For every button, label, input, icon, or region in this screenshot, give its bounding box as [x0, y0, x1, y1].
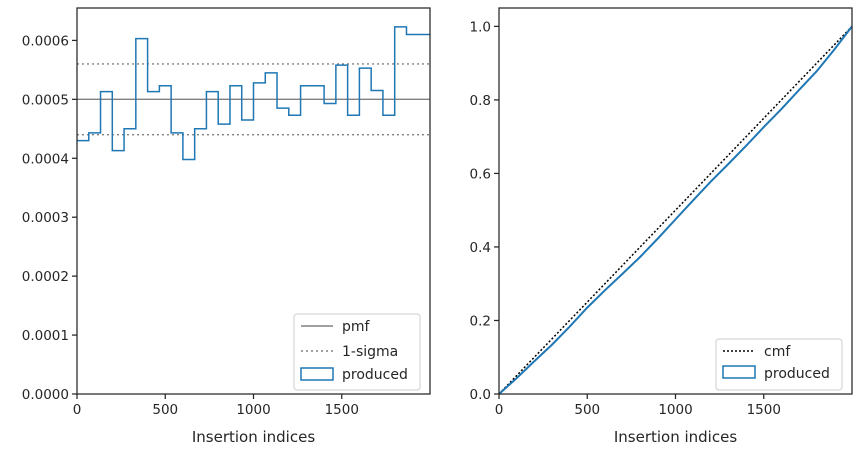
x-tick-label: 1000 [236, 402, 270, 418]
left-legend-box [293, 313, 421, 391]
right-plot-series [498, 25, 853, 395]
y-tick-label: 0.0001 [22, 328, 69, 344]
y-tick-label: 0.0 [470, 387, 491, 403]
y-tick-label: 1.0 [470, 19, 491, 35]
y-tick-label: 0.2 [470, 313, 491, 329]
y-tick-label: 0.0006 [22, 33, 69, 49]
produced-series [498, 25, 853, 395]
x-tick-label: 1500 [325, 402, 359, 418]
legend-produced-swatch [300, 367, 334, 381]
produced-series [77, 26, 430, 161]
y-tick-label: 0.0002 [22, 269, 69, 285]
legend-produced-swatch [722, 365, 756, 379]
right-x-ticks: 0 500 1000 1500 [495, 394, 781, 418]
cmf-series [498, 25, 853, 395]
y-tick-label: 0.4 [470, 240, 491, 256]
legend-pmf-label: pmf [342, 319, 371, 335]
x-tick-label: 1500 [747, 402, 781, 418]
left-legend: pmf 1-sigma produced [293, 313, 421, 391]
legend-produced-label: produced [342, 367, 408, 383]
left-axes-pmf: 0 500 1000 1500 0.00000.00010.00020.00030.0… [22, 7, 431, 446]
x-tick-label: 0 [495, 402, 504, 418]
legend-cmf-label: cmf [764, 344, 791, 360]
x-tick-label: 0 [73, 402, 82, 418]
y-tick-label: 0.6 [470, 166, 491, 182]
legend-produced-label: produced [764, 366, 830, 382]
y-tick-label: 0.8 [470, 93, 491, 109]
y-tick-label: 0.0005 [22, 92, 69, 108]
left-y-ticks: 0.0000 0.0001 0.0002 0.0003 0.0004 0.0005 0.00… [22, 33, 77, 403]
right-x-axis-label: Insertion indices [614, 428, 737, 446]
right-y-ticks: 0.0 0.2 0.4 0.6 0.8 1.0 [470, 19, 499, 403]
x-tick-label: 1000 [658, 402, 692, 418]
x-tick-label: 500 [152, 402, 178, 418]
left-x-ticks: 0 500 1000 1500 [73, 394, 359, 418]
x-tick-label: 500 [574, 402, 600, 418]
legend-1-sigma-label: 1-sigma [342, 344, 398, 360]
right-axes-cmf: 0 500 1000 1500 0.0 0.2 0.4 0.6 0.8 1.0 Insertio… [470, 7, 853, 446]
y-tick-label: 0.0000 [22, 387, 69, 403]
left-plot-series [77, 26, 430, 161]
y-tick-label: 0.0003 [22, 210, 69, 226]
right-legend: cmf produced [715, 338, 843, 391]
y-tick-label: 0.0004 [22, 151, 69, 167]
left-x-axis-label: Insertion indices [192, 428, 315, 446]
